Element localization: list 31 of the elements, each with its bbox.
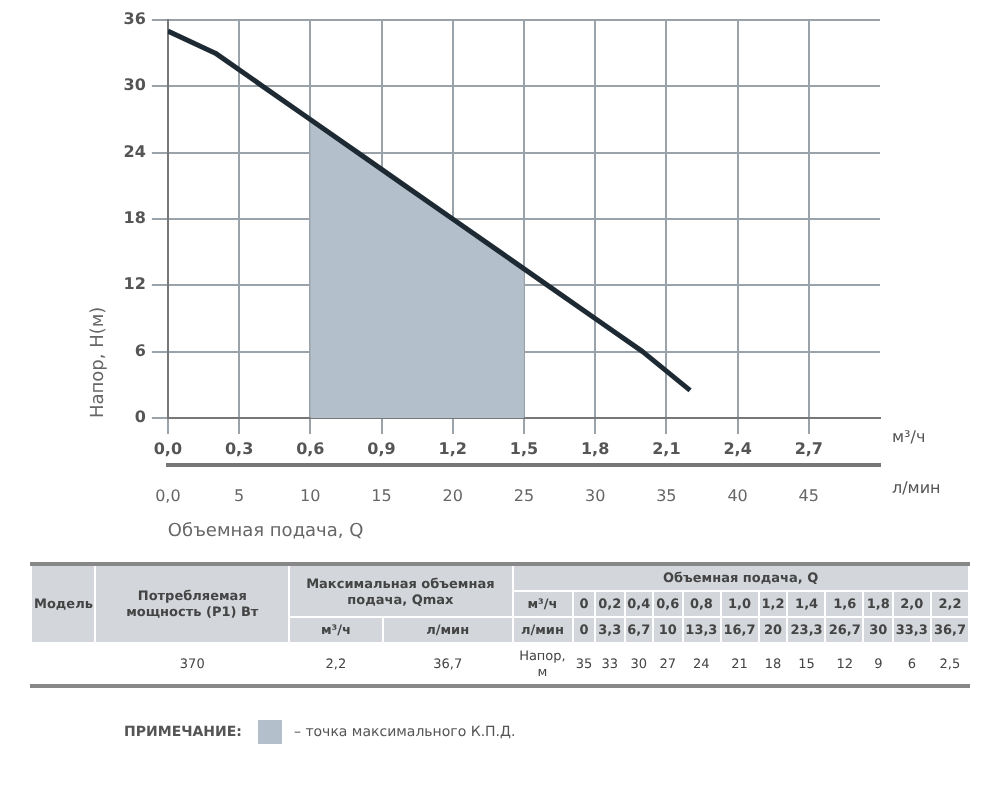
x-tick-label: 1,8 [580, 439, 611, 458]
y-axis-title: Напор, H(м) [89, 306, 110, 418]
x2-tick-label: 5 [233, 486, 245, 505]
y-tick-label: 18 [123, 209, 147, 228]
x2-tick-label: 20 [442, 486, 463, 505]
y-tick-label: 6 [134, 341, 147, 360]
x2-tick-label: 35 [656, 486, 677, 505]
y-tick-label: 24 [123, 142, 147, 161]
x-tick-label: 1,2 [438, 439, 467, 458]
x-axis-title: Объемная подача, Q [167, 521, 364, 542]
y-tick-label: 30 [123, 76, 147, 95]
x2-tick-label: 15 [371, 486, 392, 505]
x2-tick-label: 30 [584, 486, 606, 505]
text: м³/ч [892, 428, 926, 447]
y-tick-label: 36 [123, 10, 147, 29]
x-tick-label: 0,6 [296, 439, 326, 458]
x-tick-label: 2,4 [723, 439, 753, 458]
x-tick-label: 0,3 [224, 439, 254, 458]
x-tick-label: 0,9 [367, 439, 397, 458]
x-tick-label: 1,5 [509, 439, 539, 458]
x2-tick-label: 40 [727, 486, 748, 505]
y-tick-label: 12 [123, 275, 146, 294]
y-tick-label: 0 [134, 408, 147, 427]
x2-tick-label: 45 [798, 486, 819, 505]
text: л/мин [892, 479, 941, 498]
x-tick-label: 0,0 [153, 439, 183, 458]
x2-tick-label: 0,0 [155, 486, 181, 505]
x2-tick-label: 10 [300, 486, 321, 505]
x-tick-label: 2,1 [652, 439, 682, 458]
x2-tick-label: 25 [513, 486, 535, 505]
x-tick-label: 2,7 [794, 439, 823, 458]
